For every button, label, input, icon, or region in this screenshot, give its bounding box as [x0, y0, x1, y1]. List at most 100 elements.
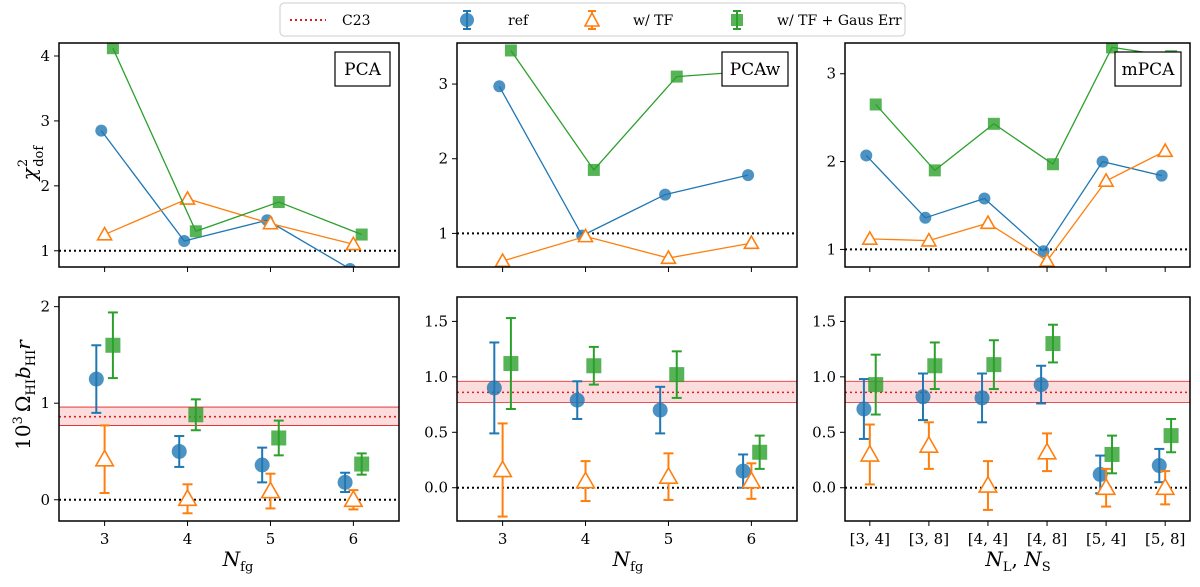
y-tick-label: 0.0: [424, 479, 448, 497]
x-tick-label: [5, 4]: [1086, 530, 1126, 548]
plot-area: [845, 43, 1190, 267]
x-tick-label: 3: [100, 530, 110, 548]
point-w-tf-gaus-err: [927, 358, 943, 374]
x-tick-label: 6: [747, 530, 757, 548]
x-tick-label: [5, 8]: [1145, 530, 1185, 548]
method-label: mPCA: [1122, 60, 1176, 80]
x-tick-label: [4, 8]: [1027, 530, 1067, 548]
y-tick-label: 1.0: [424, 368, 448, 386]
point-w-tf: [1155, 477, 1176, 496]
series-line-w-tf: [502, 235, 752, 262]
series-line-ref: [498, 85, 749, 237]
panel-bottom-left: 0 1 2 3 4 5 6: [40, 296, 400, 548]
panel-bottom-right: 0.0 0.5 1.0 1.5 [3, 4] [3, 8] [4, 4] [4, 8] [5, …: [812, 296, 1191, 548]
point-w-tf: [260, 480, 281, 499]
method-label-box: mPCA: [1114, 51, 1182, 87]
point-w-tf-gaus-err: [669, 367, 685, 383]
point-ref: [178, 235, 191, 248]
axes-frame: [58, 296, 400, 522]
point-w-tf: [918, 435, 940, 453]
method-label: PCA: [344, 60, 381, 80]
point-ref: [171, 443, 187, 459]
point-ref: [337, 474, 353, 490]
point-w-tf-gaus-err: [587, 163, 600, 176]
point-w-tf: [741, 470, 762, 489]
point-w-tf: [660, 249, 677, 265]
plot-area: [457, 317, 797, 518]
point-w-tf: [492, 459, 513, 478]
legend-ref-label: ref: [508, 13, 530, 29]
y-tick-label: 2: [826, 153, 836, 171]
point-w-tf-gaus-err: [1046, 158, 1059, 171]
point-ref: [493, 80, 506, 93]
point-ref: [652, 402, 668, 418]
point-w-tf: [577, 227, 594, 243]
y-tick-label: 0.5: [812, 423, 836, 441]
point-ref: [735, 463, 751, 479]
point-ref: [1151, 458, 1167, 474]
method-label-frame: [334, 51, 391, 87]
series-line-w-tf-gaus-err: [510, 50, 760, 171]
y-tick-label: 1: [438, 224, 448, 242]
point-w-tf-gaus-err: [986, 357, 1002, 373]
point-w-tf: [343, 489, 364, 508]
x-tick-label: 4: [581, 530, 591, 548]
y-tick-label: 1: [40, 394, 50, 412]
point-w-tf-gaus-err: [1106, 43, 1119, 54]
point-w-tf: [1036, 441, 1058, 460]
method-label-box: PCA: [334, 51, 391, 87]
y-tick-label: 0.5: [424, 423, 448, 441]
y-tick-label: 0: [40, 491, 50, 509]
point-ref: [915, 389, 931, 405]
point-ref: [344, 262, 356, 267]
x-axis-label-left: Nfg: [222, 547, 254, 575]
axes-frame: [844, 296, 1191, 522]
method-label-frame: [721, 51, 789, 87]
panel-bottom-middle: 0.0 0.5 1.0 1.5 3 4 5 6: [424, 296, 798, 548]
method-label: PCAw: [730, 60, 781, 80]
point-w-tf-gaus-err: [928, 164, 941, 177]
y-tick-label: 1.5: [424, 312, 448, 330]
y-tick-label: 1.5: [812, 312, 836, 330]
plot-area: [59, 43, 399, 267]
series-line-w-tf: [104, 198, 354, 245]
point-w-tf: [1097, 172, 1115, 187]
y-tick-label: 3: [40, 112, 50, 130]
point-w-tf: [179, 190, 196, 205]
y-tick-label: 2: [40, 298, 50, 316]
method-label-box: PCAw: [721, 51, 789, 87]
point-ref: [1096, 155, 1109, 168]
y-tick-label: 2: [438, 150, 448, 168]
point-ref: [254, 457, 270, 473]
legend-tf-label: w/ TF: [633, 13, 673, 29]
point-ref: [569, 392, 585, 408]
x-axis-label-right: NL, NS: [984, 547, 1050, 575]
point-w-tf: [979, 214, 997, 230]
y-tick-label: 1: [826, 240, 836, 258]
plot-area: [845, 323, 1190, 511]
legend-gaus-swatch: [731, 10, 743, 30]
point-w-tf: [575, 470, 596, 489]
x-tick-label: [4, 4]: [968, 530, 1008, 548]
point-w-tf-gaus-err: [868, 377, 884, 393]
point-ref: [978, 192, 991, 205]
x-tick-label: [3, 8]: [909, 530, 949, 548]
point-w-tf-gaus-err: [586, 358, 602, 374]
point-w-tf: [743, 234, 760, 250]
y-tick-label: 4: [40, 47, 50, 65]
point-ref: [919, 211, 932, 224]
point-w-tf-gaus-err: [1163, 428, 1179, 444]
legend-ref-swatch: [460, 10, 474, 30]
point-w-tf: [861, 230, 879, 245]
c23-band: [845, 381, 1190, 403]
point-ref: [1155, 169, 1168, 182]
point-w-tf-gaus-err: [504, 44, 517, 57]
point-ref: [860, 149, 873, 162]
y-tick-label: 2: [40, 177, 50, 195]
point-ref: [1092, 466, 1108, 482]
point-w-tf: [1156, 142, 1174, 158]
point-w-tf-gaus-err: [670, 70, 683, 83]
point-w-tf-gaus-err: [188, 407, 204, 423]
x-tick-label: 5: [266, 530, 276, 548]
